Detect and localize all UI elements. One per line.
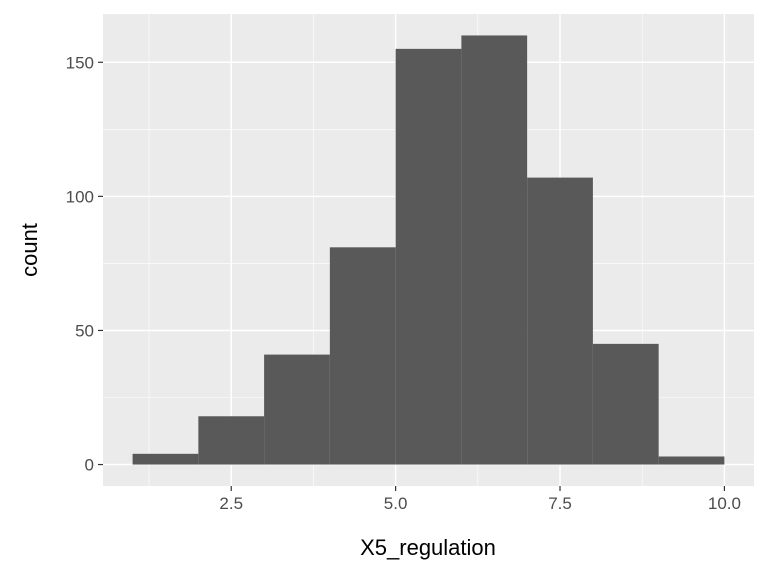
x-tick-label: 10.0 bbox=[708, 494, 741, 513]
histogram-bar bbox=[329, 247, 396, 465]
histogram-bar bbox=[264, 354, 330, 465]
y-tick-label: 0 bbox=[85, 456, 94, 475]
histogram-bar bbox=[658, 456, 725, 465]
x-tick-label: 2.5 bbox=[219, 494, 243, 513]
x-tick-label: 5.0 bbox=[384, 494, 408, 513]
y-axis-ticks: 0 50 100 150 bbox=[66, 53, 103, 475]
x-axis-ticks: 2.5 5.0 7.5 10.0 bbox=[219, 486, 741, 513]
y-tick-label: 50 bbox=[75, 321, 94, 340]
x-tick-label: 7.5 bbox=[548, 494, 572, 513]
y-tick-label: 100 bbox=[66, 187, 94, 206]
histogram-bar bbox=[527, 177, 593, 465]
histogram-bars bbox=[132, 35, 725, 465]
histogram-bar bbox=[132, 453, 199, 465]
histogram-bar bbox=[198, 416, 265, 465]
x-axis-title: X5_regulation bbox=[360, 535, 496, 560]
y-tick-label: 150 bbox=[66, 53, 94, 72]
histogram-bar bbox=[461, 35, 528, 465]
histogram-bar bbox=[395, 48, 462, 465]
y-axis-title: count bbox=[17, 223, 42, 277]
histogram-bar bbox=[592, 343, 659, 465]
